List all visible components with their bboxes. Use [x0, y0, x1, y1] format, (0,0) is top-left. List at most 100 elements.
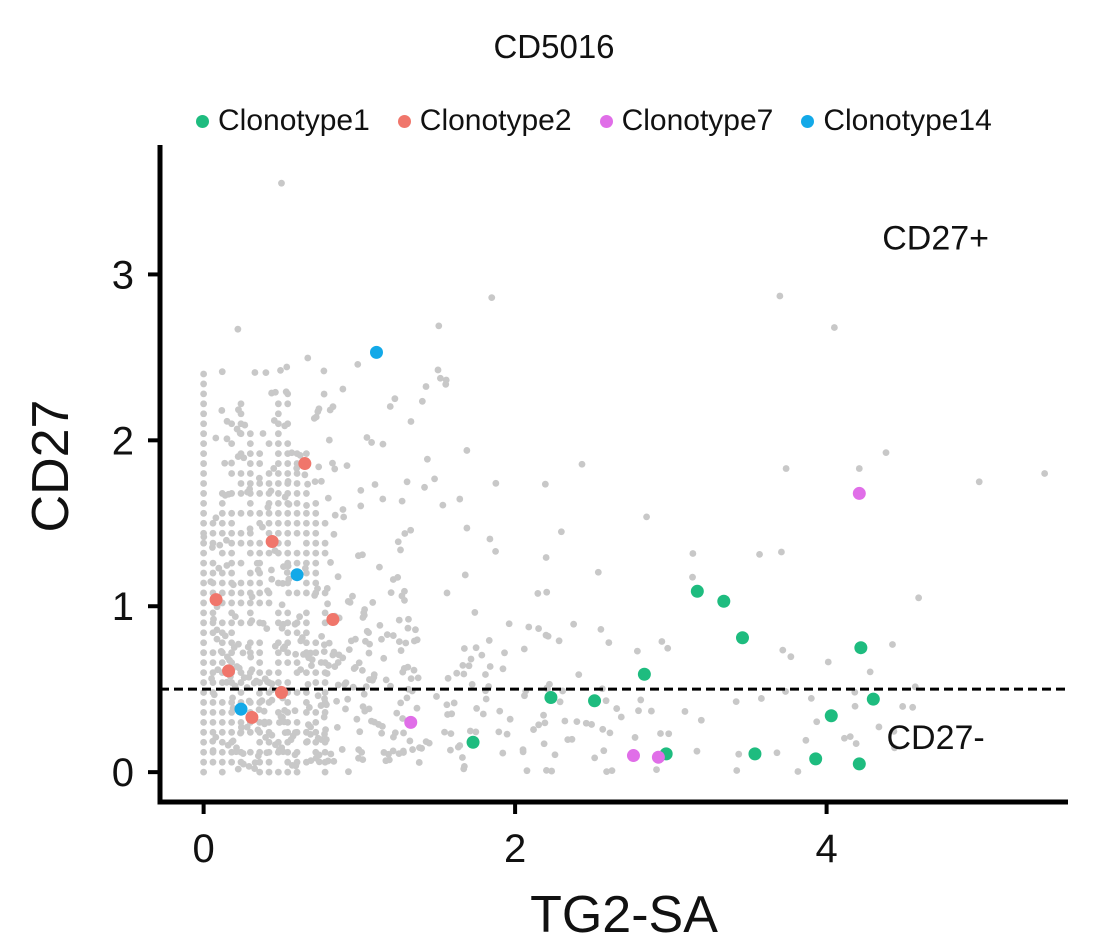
background-cell-point: [218, 728, 226, 736]
background-cell-point: [605, 639, 613, 646]
background-cell-point: [394, 573, 402, 581]
background-cell-point: [568, 735, 576, 743]
background-cell-point: [289, 732, 297, 740]
background-cell-point: [407, 526, 415, 534]
background-cell-point: [237, 679, 245, 686]
region-label: CD27-: [886, 719, 984, 757]
background-cell-point: [472, 644, 480, 652]
background-cell-point: [303, 450, 310, 458]
background-cell-point: [256, 480, 264, 487]
background-cell-point: [397, 647, 405, 654]
background-cell-point: [617, 713, 625, 721]
background-cell-point: [274, 659, 282, 667]
background-cell-point: [245, 673, 253, 681]
legend-label: Clonotype1: [218, 104, 370, 137]
background-cell-point: [794, 768, 802, 775]
background-cell-point: [274, 499, 282, 507]
background-cell-point: [463, 447, 471, 454]
background-cell-point: [296, 613, 303, 621]
background-cell-point: [404, 624, 412, 632]
background-cell-point: [322, 701, 330, 709]
background-cell-point: [479, 710, 487, 718]
background-cell-point: [256, 659, 264, 667]
background-cell-point: [210, 691, 218, 699]
background-cell-point: [265, 669, 273, 676]
background-cell-point: [264, 503, 272, 511]
legend-item: Clonotype7: [599, 104, 773, 138]
background-cell-point: [200, 649, 208, 657]
background-cell-point: [434, 366, 442, 374]
background-cell-point: [399, 715, 407, 722]
background-cell-point: [255, 706, 263, 714]
background-cell-point: [293, 549, 301, 557]
background-cell-point: [237, 529, 245, 537]
background-cell-point: [230, 644, 238, 651]
background-cell-point: [291, 620, 299, 628]
background-cell-point: [422, 738, 430, 746]
background-cell-point: [317, 659, 325, 666]
background-cell-point: [606, 729, 614, 737]
background-cell-point: [499, 665, 507, 673]
background-cell-point: [279, 620, 287, 628]
background-cell-point: [282, 388, 290, 396]
background-cell-point: [265, 480, 273, 487]
background-cell-point: [378, 729, 386, 737]
x-tick-label: 0: [192, 827, 214, 871]
x-axis-title: TG2-SA: [530, 886, 718, 944]
background-cell-point: [218, 738, 226, 746]
background-cell-point: [317, 702, 325, 709]
background-cell-point: [264, 678, 271, 686]
background-cell-point: [228, 718, 236, 726]
background-cell-point: [246, 460, 254, 467]
background-cell-point: [433, 693, 440, 700]
background-cell-point: [613, 705, 621, 712]
background-cell-point: [228, 599, 236, 607]
background-cell-point: [385, 756, 393, 764]
background-cell-point: [303, 502, 310, 509]
background-cell-point: [256, 689, 263, 697]
background-cell-point: [200, 569, 208, 577]
background-cell-point: [293, 480, 301, 487]
background-cell-point: [473, 705, 481, 712]
background-cell-point: [251, 369, 259, 376]
background-cell-point: [303, 539, 310, 547]
background-cell-point: [482, 695, 490, 703]
background-cell-point: [376, 563, 383, 571]
background-cell-point: [256, 649, 264, 657]
background-cell-point: [293, 589, 301, 597]
background-cell-point: [285, 589, 293, 597]
background-cell-point: [237, 480, 245, 487]
background-cell-point: [418, 397, 426, 405]
background-cell-point: [200, 490, 208, 497]
background-cell-point: [200, 579, 208, 587]
background-cell-point: [200, 450, 208, 458]
background-cell-point: [555, 637, 563, 645]
point-clonotype7: [651, 750, 665, 764]
background-cell-point: [237, 619, 245, 627]
background-cell-point: [347, 637, 355, 645]
background-cell-point: [248, 617, 256, 625]
background-cell-point: [303, 589, 310, 597]
background-cell-point: [358, 666, 366, 674]
point-clonotype2: [298, 457, 312, 471]
background-cell-point: [329, 651, 337, 659]
background-cell-point: [228, 519, 236, 527]
background-cell-point: [387, 589, 395, 597]
background-cell-point: [468, 680, 476, 688]
background-cell-point: [200, 370, 208, 378]
background-cell-point: [281, 707, 289, 714]
background-cell-point: [542, 554, 550, 561]
y-tick-label: 1: [112, 585, 134, 629]
background-cell-point: [285, 575, 293, 583]
background-cell-point: [312, 679, 320, 686]
background-cell-point: [265, 549, 273, 557]
background-cell-point: [368, 717, 375, 725]
background-cell-point: [439, 501, 447, 509]
background-cell-point: [342, 705, 349, 713]
background-cell-point: [234, 765, 242, 773]
background-cell-point: [278, 601, 286, 609]
background-cell-point: [284, 529, 292, 537]
background-cell-point: [265, 758, 273, 766]
background-cell-point: [317, 477, 325, 485]
